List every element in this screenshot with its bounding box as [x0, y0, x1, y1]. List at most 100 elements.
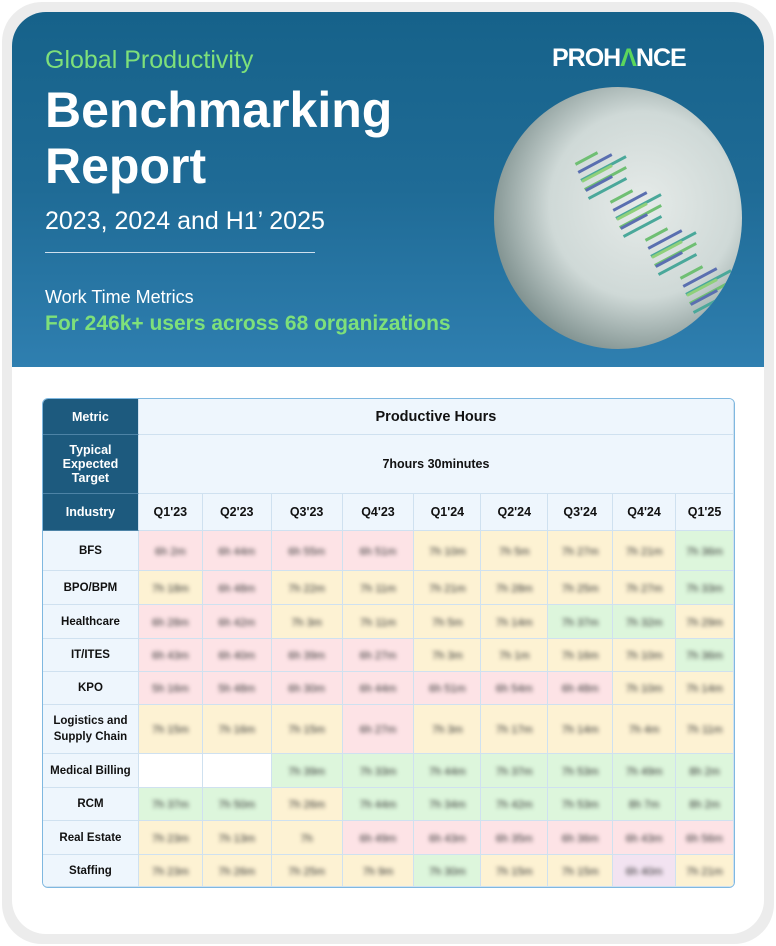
cell-value: 7h 14m — [561, 724, 599, 736]
cell-value: 7h 16m — [561, 650, 599, 662]
value-cell: 8h 2m — [676, 788, 734, 821]
value-cell: 7h 3m — [414, 705, 482, 754]
value-cell: 7h 16m — [548, 639, 614, 672]
users-stat: For 246k+ users across 68 organizations — [45, 312, 451, 335]
cell-value: 7h 26m — [218, 865, 256, 878]
table-row: IT/ITES 6h 43m 6h 40m 6h 39m 6h 27m 7h 3m 7h 1… — [43, 639, 734, 672]
cell-value: 7h 13m — [218, 832, 256, 845]
quarter-header: Q3'24 — [548, 494, 614, 531]
value-cell: 6h 30m — [271, 672, 343, 705]
value-cell: 6h 55m — [271, 531, 343, 571]
quarter-header: Q1'24 — [414, 494, 482, 531]
value-cell: 7h — [271, 821, 343, 855]
industry-label: Industry — [43, 494, 139, 531]
value-cell: 7h 21m — [414, 571, 482, 605]
industry-name: Logistics and Supply Chain — [43, 705, 139, 754]
industry-name: RCM — [43, 788, 139, 821]
divider — [45, 252, 315, 253]
value-cell: 7h 29m — [676, 605, 734, 639]
value-cell: 7h 39m — [271, 754, 343, 788]
value-cell: 7h 42m — [481, 788, 549, 821]
cell-value: 7h 25m — [288, 865, 325, 878]
cell-value: 7h 44m — [429, 765, 466, 778]
cell-value: 6h 55m — [288, 545, 325, 558]
cell-value: 6h 30m — [288, 683, 325, 695]
cell-value: 7h 36m — [686, 545, 723, 558]
value-cell: 6h 43m — [138, 639, 203, 672]
value-cell: 7h 22m — [271, 571, 343, 605]
cell-value: 7h 33m — [686, 582, 723, 595]
value-cell: 6h 43m — [613, 821, 676, 855]
cell-value: 6h 43m — [625, 832, 663, 845]
cell-value: 6h 27m — [359, 724, 397, 736]
cell-value: 7h 21m — [686, 865, 723, 878]
value-cell: 6h 48m — [202, 571, 272, 605]
industry-name: Healthcare — [43, 605, 139, 639]
cell-value: 7h 26m — [288, 799, 325, 811]
industry-name: IT/ITES — [43, 639, 139, 672]
cell-value: 7h 3m — [432, 724, 463, 736]
value-cell: 6h 49m — [342, 821, 415, 855]
quarter-header: Q1'23 — [138, 494, 203, 531]
table-row: Medical Billing 7h 39m 7h 33m 7h 44m 7h 37m 7… — [43, 754, 734, 788]
cell-value: 7h 5m — [498, 545, 530, 558]
cell-value: 7h 37m — [495, 765, 533, 778]
cell-value: 7h 14m — [495, 616, 533, 629]
value-cell: 7h 4m — [613, 705, 676, 754]
logo-part: NCE — [635, 44, 687, 72]
cell-value: 7h 33m — [359, 765, 397, 778]
value-cell: 7h 13m — [202, 821, 272, 855]
cell-value: 7h 5m — [432, 616, 463, 629]
kicker: Global Productivity — [45, 46, 254, 74]
value-cell: 7h 15m — [548, 855, 614, 887]
value-cell: 7h 15m — [481, 855, 549, 887]
cell-value: 6h 51m — [429, 683, 466, 695]
industry-name: BPO/BPM — [43, 571, 139, 605]
cell-value: 6h 42m — [218, 616, 256, 629]
cell-value: 7h 3m — [291, 616, 322, 629]
industry-name: Staffing — [43, 855, 139, 887]
logo-accent: Λ — [620, 44, 637, 72]
table-row: Real Estate 7h 23m 7h 13m 7h 6h 49m 6h 43m 6h … — [43, 821, 734, 855]
cell-value: 6h 56m — [686, 832, 723, 845]
value-cell: 7h 36m — [676, 639, 734, 672]
cell-value: 7h 11m — [360, 582, 396, 595]
cell-value: 7h 10m — [429, 545, 466, 558]
cell-value: 7h 14m — [686, 683, 723, 695]
cell-value: 7h 27m — [625, 582, 663, 595]
cell-value: 7h 22m — [288, 582, 325, 595]
value-cell: 7h 11m — [676, 705, 734, 754]
value-cell: 7h 18m — [138, 571, 203, 605]
value-cell: 7h 44m — [342, 788, 415, 821]
value-cell: 7h 14m — [548, 705, 614, 754]
target-value: 7hours 30minutes — [138, 435, 734, 494]
value-cell: 7h 21m — [676, 855, 734, 887]
cell-value: 6h 54m — [495, 683, 533, 695]
value-cell: 7h 3m — [271, 605, 343, 639]
cell-value: 6h 51m — [359, 545, 397, 558]
cell-value: 7h 10m — [625, 650, 663, 662]
cell-value: 6h 39m — [288, 650, 325, 662]
value-cell: 7h 10m — [414, 531, 482, 571]
cell-value: 8h 2m — [689, 799, 720, 811]
cell-value: 7h 10m — [625, 683, 663, 695]
value-cell: 6h 48m — [548, 672, 614, 705]
cell-value: 6h 35m — [495, 832, 533, 845]
cell-value: 7h 17m — [495, 724, 533, 736]
value-cell: 7h 16m — [202, 705, 272, 754]
value-cell: 7h 3m — [414, 639, 482, 672]
value-cell: 7h 33m — [342, 754, 415, 788]
value-cell: 6h 2m — [138, 531, 203, 571]
table-row: Healthcare 6h 28m 6h 42m 7h 3m 7h 11m 7h 5m 7h… — [43, 605, 734, 639]
value-cell: 6h 51m — [342, 531, 415, 571]
cell-value: 7h 21m — [429, 582, 466, 595]
quarter-header: Q2'24 — [481, 494, 549, 531]
quarter-header: Q1'25 — [676, 494, 734, 531]
cell-value: 7h 18m — [151, 582, 189, 595]
value-cell: 7h 50m — [202, 788, 272, 821]
benchmark-table: Metric Productive Hours Typical Expected … — [42, 398, 735, 888]
report-years: 2023, 2024 and H1’ 2025 — [45, 207, 325, 235]
report-title: Benchmarking Report — [45, 82, 392, 194]
cell-value: 6h 27m — [359, 650, 397, 662]
value-cell: 7h 53m — [548, 788, 614, 821]
